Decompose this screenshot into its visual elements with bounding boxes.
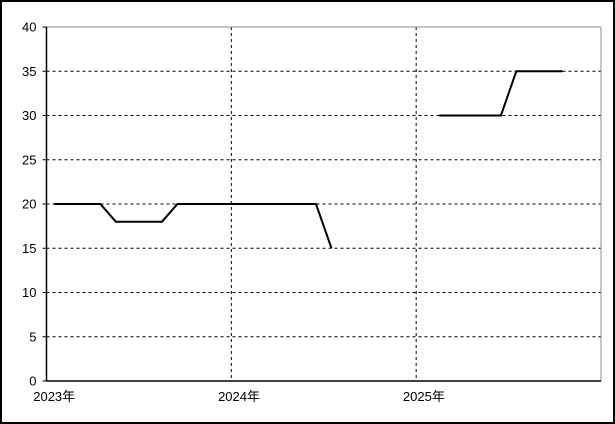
y-axis-label: 25 [22,152,36,167]
x-axis-label: 2024年 [218,389,260,404]
x-axis-label: 2025年 [403,389,445,404]
y-axis-label: 35 [22,64,36,79]
y-axis-label: 0 [29,374,36,389]
y-axis-label: 30 [22,108,36,123]
y-axis-label: 15 [22,241,36,256]
y-axis-label: 20 [22,197,36,212]
y-axis-label: 40 [22,20,36,35]
y-axis-label: 5 [29,329,36,344]
x-axis-label: 2023年 [33,389,75,404]
data-line [439,70,563,117]
y-axis-label: 10 [22,285,36,300]
data-line [54,203,333,249]
